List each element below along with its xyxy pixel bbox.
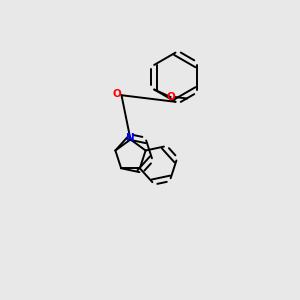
- Text: O: O: [112, 89, 122, 99]
- Text: O: O: [166, 92, 175, 102]
- Text: N: N: [126, 133, 135, 143]
